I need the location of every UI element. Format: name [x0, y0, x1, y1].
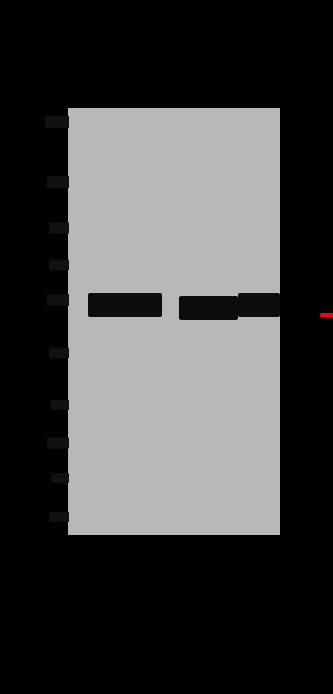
- FancyBboxPatch shape: [49, 260, 69, 271]
- FancyBboxPatch shape: [238, 293, 280, 317]
- FancyBboxPatch shape: [49, 512, 69, 522]
- FancyBboxPatch shape: [47, 176, 69, 188]
- FancyBboxPatch shape: [47, 294, 69, 306]
- FancyBboxPatch shape: [51, 473, 69, 483]
- FancyBboxPatch shape: [49, 223, 69, 233]
- FancyBboxPatch shape: [51, 400, 69, 410]
- FancyBboxPatch shape: [49, 348, 69, 359]
- FancyBboxPatch shape: [88, 293, 162, 317]
- FancyBboxPatch shape: [47, 437, 69, 448]
- Bar: [68, 108, 280, 535]
- FancyBboxPatch shape: [45, 116, 69, 128]
- FancyBboxPatch shape: [179, 296, 238, 320]
